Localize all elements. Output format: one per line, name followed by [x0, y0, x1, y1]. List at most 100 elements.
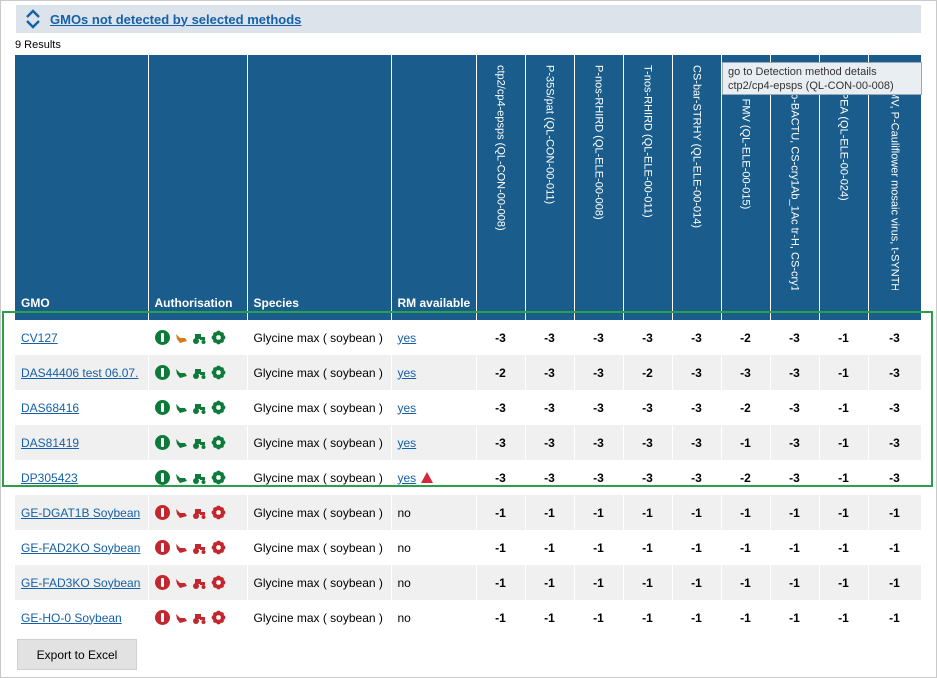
col-header-method[interactable]: cry1Ab-BACTU, CS-cry1Ab_1Ac tr-H, CS-cry… — [770, 55, 820, 320]
gmo-link[interactable]: GE-FAD3KO Soybean — [21, 575, 141, 590]
tractor-icon[interactable] — [192, 366, 207, 380]
col-header-method[interactable]: P-34S FMV (QL-ELE-00-015) — [721, 55, 771, 320]
food-authorisation-icon[interactable] — [154, 540, 170, 555]
method-value-cell: -1 — [672, 565, 722, 600]
method-value-cell: -1 — [623, 530, 673, 565]
gmo-link[interactable]: GE-DGAT1B Soybean — [21, 505, 141, 520]
method-link[interactable]: P-34S FMV (QL-ELE-00-015) — [739, 65, 752, 210]
col-header-method[interactable]: T-E9-PEA (QL-ELE-00-024) — [819, 55, 869, 320]
section-header[interactable]: GMOs not detected by selected methods — [16, 5, 921, 33]
food-authorisation-icon[interactable] — [154, 470, 170, 485]
food-authorisation-icon[interactable] — [154, 400, 170, 415]
rm-link[interactable]: yes — [397, 330, 417, 345]
gmo-link[interactable]: GE-FAD2KO Soybean — [21, 540, 141, 555]
cultivation-flower-icon[interactable] — [211, 575, 226, 590]
gmo-link[interactable]: DAS44406 test 06.07. — [21, 365, 139, 380]
method-value-cell: -1 — [525, 600, 575, 635]
feed-bird-icon[interactable] — [174, 471, 188, 485]
rm-link[interactable]: yes — [397, 470, 417, 485]
cultivation-flower-icon[interactable] — [211, 365, 226, 380]
feed-bird-icon[interactable] — [174, 401, 188, 415]
feed-bird-icon[interactable] — [174, 436, 188, 450]
col-header-method[interactable]: P-35S/pat (QL-CON-00-011) — [525, 55, 575, 320]
section-title[interactable]: GMOs not detected by selected methods — [50, 11, 302, 27]
method-value-cell: -3 — [525, 320, 575, 355]
col-header-gmo[interactable]: GMO — [15, 55, 149, 320]
rm-cell: no — [391, 600, 477, 635]
method-value-cell: -1 — [868, 495, 922, 530]
food-authorisation-icon[interactable] — [154, 505, 170, 520]
tractor-icon[interactable] — [192, 436, 207, 450]
gmo-link[interactable]: CV127 — [21, 330, 58, 345]
feed-bird-icon[interactable] — [174, 366, 188, 380]
method-link[interactable]: CS-bar-STRHY (QL-ELE-00-014) — [690, 65, 703, 229]
cultivation-flower-icon[interactable] — [211, 470, 226, 485]
col-header-method[interactable]: CS-bar-STRHY (QL-ELE-00-014) — [672, 55, 722, 320]
method-link[interactable]: ctp2/cp4-epsps (QL-CON-00-008) — [494, 65, 507, 231]
rm-cell: yes — [391, 390, 477, 425]
cultivation-flower-icon[interactable] — [211, 330, 226, 345]
tractor-icon[interactable] — [192, 576, 207, 590]
col-header-rm[interactable]: RM available — [391, 55, 477, 320]
authorisation-cell — [148, 390, 248, 425]
method-value-cell: -1 — [868, 530, 922, 565]
cultivation-flower-icon[interactable] — [211, 435, 226, 450]
col-header-method[interactable]: ctp2/cp4-epsps (QL-CON-00-008) — [476, 55, 526, 320]
tractor-icon[interactable] — [192, 401, 207, 415]
gmo-link[interactable]: DAS68416 — [21, 400, 80, 415]
table-row: GE-HO-0 Soybean Glycine max ( soybean ) no… — [15, 600, 922, 635]
method-link[interactable]: T-nos-RHIRD (QL-ELE-00-011) — [641, 65, 654, 218]
rm-link[interactable]: yes — [397, 365, 417, 380]
rm-cell: yes — [391, 460, 477, 495]
col-header-species[interactable]: Species — [247, 55, 392, 320]
feed-bird-icon[interactable] — [174, 611, 188, 625]
col-header-authorisation[interactable]: Authorisation — [148, 55, 248, 320]
table-row: DAS81419 Glycine max ( soybean ) yes -3 -3 -3… — [15, 425, 922, 460]
method-value-cell: -1 — [623, 565, 673, 600]
food-authorisation-icon[interactable] — [154, 610, 170, 625]
tractor-icon[interactable] — [192, 331, 207, 345]
feed-bird-icon[interactable] — [174, 576, 188, 590]
method-link[interactable]: T-E9-PEA (QL-ELE-00-024) — [837, 65, 850, 201]
gmo-link[interactable]: DAS81419 — [21, 435, 80, 450]
method-value-cell: -1 — [819, 565, 869, 600]
gmo-link[interactable]: GE-HO-0 Soybean — [21, 610, 122, 625]
rm-link[interactable]: yes — [397, 400, 417, 415]
tractor-icon[interactable] — [192, 541, 207, 555]
method-value-cell: -3 — [623, 460, 673, 495]
method-link[interactable]: P-CaMV, P-Cauliflower mosaic virus, t-SY… — [888, 65, 901, 290]
feed-bird-icon[interactable] — [174, 541, 188, 555]
tractor-icon[interactable] — [192, 471, 207, 485]
method-value-cell: -1 — [476, 530, 526, 565]
cultivation-flower-icon[interactable] — [211, 540, 226, 555]
food-authorisation-icon[interactable] — [154, 575, 170, 590]
tractor-icon[interactable] — [192, 506, 207, 520]
gmo-link[interactable]: DP305423 — [21, 470, 78, 485]
cultivation-flower-icon[interactable] — [211, 400, 226, 415]
method-link[interactable]: P-nos-RHIRD (QL-ELE-00-008) — [592, 65, 605, 220]
method-value-cell: -3 — [623, 320, 673, 355]
authorisation-cell — [148, 355, 248, 390]
method-value-cell: -3 — [672, 355, 722, 390]
rm-link[interactable]: yes — [397, 435, 417, 450]
food-authorisation-icon[interactable] — [154, 435, 170, 450]
food-authorisation-icon[interactable] — [154, 365, 170, 380]
species-cell: Glycine max ( soybean ) — [247, 460, 392, 495]
feed-bird-icon[interactable] — [174, 331, 188, 345]
method-link[interactable]: cry1Ab-BACTU, CS-cry1Ab_1Ac tr-H, CS-cry… — [788, 65, 801, 290]
feed-bird-icon[interactable] — [174, 506, 188, 520]
col-header-method[interactable]: P-nos-RHIRD (QL-ELE-00-008) — [574, 55, 624, 320]
chevron-up-icon[interactable] — [16, 5, 50, 33]
cultivation-flower-icon[interactable] — [211, 610, 226, 625]
method-link[interactable]: P-35S/pat (QL-CON-00-011) — [543, 65, 556, 205]
col-header-method[interactable]: P-CaMV, P-Cauliflower mosaic virus, t-SY… — [868, 55, 922, 320]
export-excel-button[interactable]: Export to Excel — [17, 639, 137, 670]
method-value-cell: -2 — [623, 355, 673, 390]
tractor-icon[interactable] — [192, 611, 207, 625]
warning-icon[interactable] — [421, 471, 434, 483]
food-authorisation-icon[interactable] — [154, 330, 170, 345]
col-header-method[interactable]: T-nos-RHIRD (QL-ELE-00-011) — [623, 55, 673, 320]
cultivation-flower-icon[interactable] — [211, 505, 226, 520]
method-value-cell: -1 — [574, 600, 624, 635]
gmo-cell: DAS81419 — [15, 425, 149, 460]
